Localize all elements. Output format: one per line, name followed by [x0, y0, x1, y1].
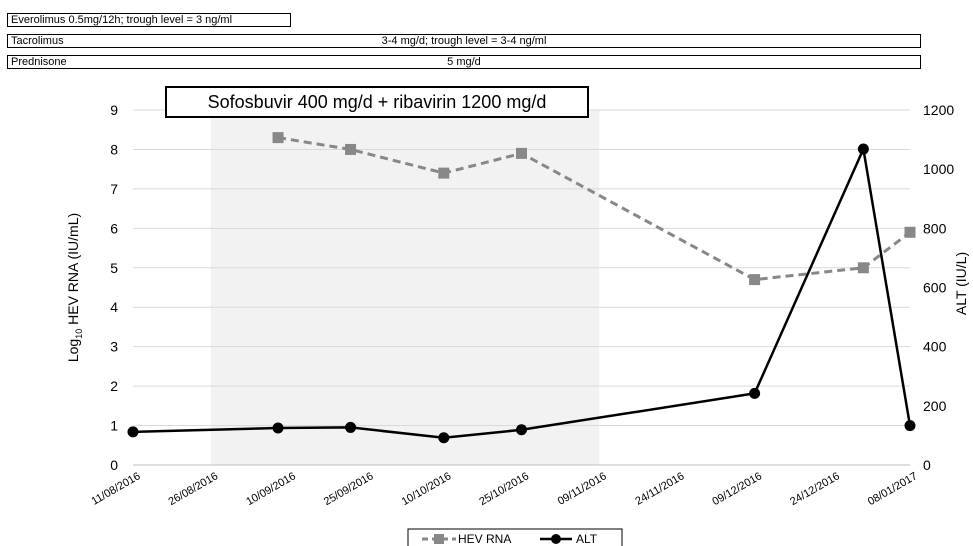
legend-hev-marker	[434, 534, 444, 544]
legend-alt-marker	[551, 534, 561, 544]
y-left-tick-label: 3	[110, 339, 118, 355]
gridlines	[133, 109, 910, 427]
drug-bar-label: Everolimus 0.5mg/12h; trough level = 3 n…	[11, 14, 233, 26]
y-right-tick-label: 400	[923, 339, 947, 355]
x-tick-label: 09/11/2016	[556, 470, 609, 508]
data-point-square	[904, 226, 916, 238]
data-point-circle	[272, 422, 284, 434]
series-hev-rna	[272, 132, 916, 286]
data-point-circle	[904, 420, 916, 432]
data-point-square	[516, 147, 527, 159]
x-tick-label: 25/09/2016	[322, 470, 376, 508]
treatment-annotation-text: Sofosbuvir 400 mg/d + ribavirin 1200 mg/…	[208, 92, 547, 112]
drug-bar-tacrolimus: Tacrolimus 3-4 mg/d; trough level = 3-4 …	[7, 34, 921, 48]
drug-bar-dose: 5 mg/d	[447, 56, 481, 68]
drug-bar-prednisone: Prednisone 5 mg/d	[7, 55, 921, 69]
data-point-square	[857, 262, 869, 274]
y-left-title-subscript: 10	[74, 329, 84, 339]
legend-alt-label: ALT	[576, 532, 598, 546]
data-point-square	[272, 132, 284, 144]
y-right-tick-label: 200	[923, 398, 947, 414]
y-left-tick-label: 9	[110, 102, 118, 118]
x-ticks: 11/08/2016 26/08/2016 10/09/2016 25/09/2016…	[90, 470, 920, 508]
series-line	[132, 144, 912, 440]
y-left-tick-label: 1	[110, 418, 118, 434]
data-point-circle	[749, 387, 761, 399]
x-tick-label: 11/08/2016	[90, 470, 143, 508]
drug-bar-dose: 3-4 mg/d; trough level = 3-4 ng/ml	[381, 35, 547, 47]
y-right-tick-label: 0	[923, 457, 931, 473]
y-right-tick-label: 800	[923, 220, 947, 236]
data-point-circle	[857, 143, 869, 155]
drug-bar-everolimus: Everolimus 0.5mg/12h; trough level = 3 n…	[7, 13, 291, 27]
y-left-tick-label: 2	[110, 378, 118, 394]
x-tick-label: 26/08/2016	[167, 470, 221, 508]
data-point-circle	[516, 424, 527, 436]
drug-bar-label: Prednisone	[11, 56, 67, 68]
data-point-circle	[345, 421, 357, 433]
data-point-circle	[127, 426, 139, 438]
x-tick-label: 24/12/2016	[788, 470, 842, 508]
legend-hev-label: HEV RNA	[458, 532, 511, 546]
y-right-tick-label: 1000	[923, 161, 954, 177]
legend-box	[407, 528, 623, 546]
y-left-tick-label: 6	[110, 220, 118, 236]
x-tick-label: 09/12/2016	[710, 470, 764, 508]
x-tick-label: 24/11/2016	[633, 470, 686, 508]
data-point-circle	[438, 432, 450, 444]
x-tick-label: 25/10/2016	[477, 470, 531, 508]
y-right-axis-title: ALT (IU/L)	[953, 252, 969, 315]
y-left-title-suffix: HEV RNA (IU/mL)	[65, 213, 81, 329]
y-left-tick-label: 8	[110, 141, 118, 157]
x-tick-label: 10/09/2016	[244, 470, 298, 508]
drug-bar-label: Tacrolimus	[11, 35, 64, 47]
legend: HEV RNA ALT	[407, 528, 623, 546]
data-point-square	[345, 143, 357, 155]
y-left-title-prefix: Log	[65, 339, 81, 362]
y-right-tick-label: 1200	[923, 102, 954, 118]
series-alt	[127, 143, 916, 444]
y-left-axis-title: Log10 HEV RNA (IU/mL)	[65, 213, 84, 362]
y-right-ticks: 0 200 400 600 800 1000 1200	[923, 102, 954, 473]
x-tick-label: 08/01/2017	[866, 470, 920, 508]
treatment-period-shade	[210, 110, 600, 465]
y-left-tick-label: 0	[110, 457, 118, 473]
y-right-tick-label: 600	[923, 280, 947, 296]
treatment-annotation-box	[165, 86, 589, 118]
data-point-square	[438, 167, 450, 179]
x-tick-label: 10/10/2016	[400, 470, 454, 508]
y-left-tick-label: 5	[110, 260, 118, 276]
y-left-ticks: 0 1 2 3 4 5 6 7 8 9	[110, 102, 118, 473]
y-left-tick-label: 4	[110, 299, 118, 315]
series-layer	[127, 132, 916, 444]
data-point-square	[749, 274, 761, 286]
y-left-tick-label: 7	[110, 181, 118, 197]
